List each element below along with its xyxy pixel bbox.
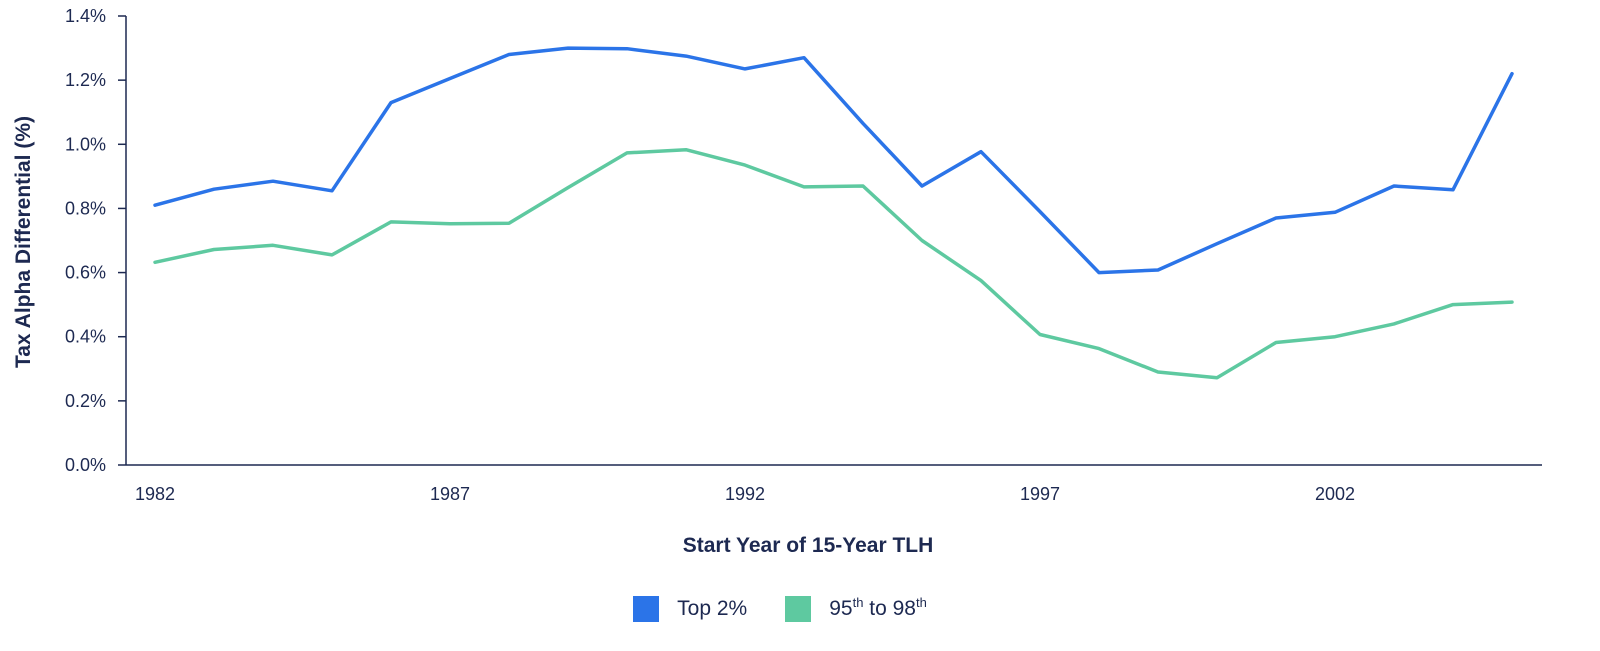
line-chart: 0.0%0.2%0.4%0.6%0.8%1.0%1.2%1.4% 1982 198… xyxy=(12,6,1542,557)
x-tick-label: 1982 xyxy=(135,484,175,504)
legend-swatch-95th-to-98th xyxy=(785,596,812,622)
y-axis-title: Tax Alpha Differential (%) xyxy=(12,116,35,368)
y-tick-label: 0.6% xyxy=(65,263,106,283)
x-tick-label: 1997 xyxy=(1020,484,1060,504)
x-tick-label: 2002 xyxy=(1315,484,1355,504)
y-tick-label: 1.2% xyxy=(65,70,106,90)
y-tick-label: 0.2% xyxy=(65,391,106,411)
series-line-top-2 xyxy=(153,46,1514,275)
y-axis-ticks: 0.0% 0.2% 0.4% 0.6% 0.8% 1.0% 1.2% 1.4% xyxy=(65,6,126,475)
legend-item-95th-to-98th: 95th to 98th xyxy=(785,596,927,622)
y-tick-label: 0.8% xyxy=(65,198,106,218)
legend-label-top-2: Top 2% xyxy=(677,597,748,620)
legend-item-top-2: Top 2% xyxy=(633,596,747,622)
legend: Top 2% 95th to 98th xyxy=(0,596,1560,622)
legend-label-95th-to-98th: 95th to 98th xyxy=(829,595,927,620)
y-tick-label: 1.4% xyxy=(65,6,106,26)
x-axis-ticks: 1982 1987 1992 1997 2002 xyxy=(135,484,1355,504)
x-axis-title: Start Year of 15-Year TLH xyxy=(683,534,934,557)
y-tick-label: 1.0% xyxy=(65,134,106,154)
x-tick-label: 1987 xyxy=(430,484,470,504)
y-tick-label: 0.0% xyxy=(65,455,106,475)
series-line-95th-to-98th xyxy=(153,147,1514,380)
series-layer xyxy=(153,46,1514,380)
legend-swatch-top-2 xyxy=(633,596,660,622)
y-tick-label: 0.4% xyxy=(65,327,106,347)
x-tick-label: 1992 xyxy=(725,484,765,504)
